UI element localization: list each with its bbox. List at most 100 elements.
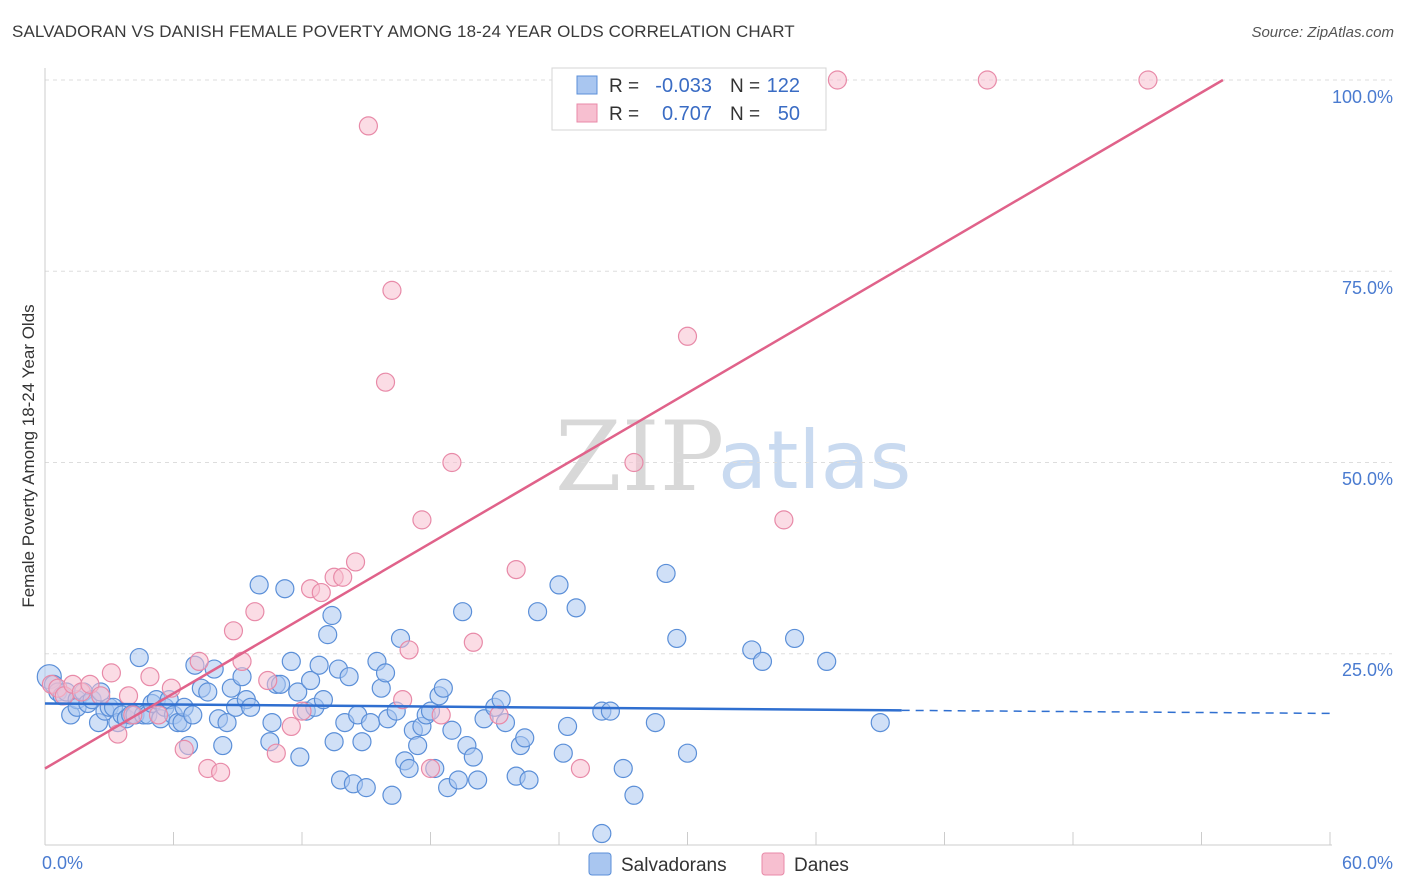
danish-point (311, 582, 331, 603)
legend-r-label-blue: R = (609, 76, 639, 97)
danish-point (148, 705, 169, 725)
danish-point (258, 670, 278, 691)
legend-n-value-pink: 50 (778, 103, 800, 125)
salvadoran-point (249, 575, 269, 595)
salvadoran-point (241, 697, 261, 717)
salvadoran-point (677, 743, 698, 763)
danish-point (570, 758, 591, 779)
salvadoran-point (382, 785, 402, 805)
legend-danes-label: Danes (794, 855, 849, 876)
legend-n-label-pink: N = (730, 104, 760, 125)
danish-point (223, 621, 244, 641)
salvadoran-point (433, 678, 453, 698)
salvadoran-point (442, 720, 462, 740)
danish-point (442, 452, 462, 473)
salvadoran-point (448, 770, 468, 790)
danish-point (245, 602, 265, 622)
y-axis-label: Female Poverty Among 18-24 Year Olds (19, 304, 38, 607)
legend-danes-swatch (761, 852, 785, 876)
series-danes (41, 70, 1158, 782)
salvadoran-point (515, 728, 535, 748)
salvadoran-point (667, 628, 687, 649)
gridlines (45, 79, 1392, 655)
danish-point (399, 640, 419, 660)
salvadoran-point (356, 778, 376, 798)
salvadoran-point (408, 735, 428, 756)
y-tick-label-50: 50.0% (1342, 469, 1393, 489)
danish-point (463, 632, 483, 652)
y-tick-label-25: 25.0% (1342, 660, 1393, 680)
legend-box (551, 67, 827, 131)
salvadoran-point (817, 651, 837, 672)
danish-point (174, 739, 194, 759)
danish-point (211, 762, 231, 782)
series-legend: Salvadorans Danes (588, 852, 849, 876)
salvadoran-point (324, 732, 344, 752)
salvadoran-point (592, 823, 612, 844)
salvadoran-trend-extension (901, 709, 1331, 715)
salvadoran-point (549, 575, 569, 595)
danish-point (412, 510, 432, 530)
salvadoran-point (281, 651, 301, 672)
salvadoran-point (129, 647, 149, 668)
salvadoran-point (613, 758, 633, 779)
danish-point (420, 758, 441, 779)
salvadoran-point (217, 712, 237, 733)
salvadoran-point (275, 579, 295, 599)
legend-r-value-blue: -0.033 (655, 75, 712, 97)
salvadoran-point (557, 716, 578, 737)
salvadoran-point (468, 770, 488, 790)
danish-point (382, 280, 402, 300)
salvadoran-point (288, 682, 308, 702)
danish-point (189, 651, 209, 672)
danish-point (108, 724, 128, 744)
salvadoran-point (553, 743, 573, 763)
salvadoran-point (527, 602, 548, 622)
danish-point (232, 651, 252, 672)
danish-point (281, 716, 301, 737)
salvadoran-trend-line (44, 702, 902, 712)
danish-point (977, 70, 997, 90)
salvadoran-point (463, 747, 483, 767)
stats-legend: R = -0.033 N = 122 R = 0.707 N = 50 (551, 67, 827, 131)
danish-point (489, 705, 509, 725)
danish-point (393, 690, 413, 710)
danish-trend-line (44, 78, 1224, 770)
danish-point (774, 510, 794, 530)
salvadoran-point (870, 712, 890, 733)
danish-point (1138, 70, 1158, 90)
salvadoran-point (645, 712, 665, 733)
chart-title: SALVADORAN VS DANISH FEMALE POVERTY AMON… (12, 22, 795, 41)
danish-point (375, 372, 396, 392)
legend-r-label-pink: R = (609, 104, 639, 125)
danish-point (118, 686, 139, 706)
salvadoran-point (519, 770, 539, 790)
danish-point (624, 452, 644, 473)
salvadoran-point (198, 682, 218, 702)
x-tick-marks (173, 832, 1331, 845)
legend-swatch-blue (576, 75, 598, 95)
danish-point (140, 667, 160, 687)
legend-n-label-blue: N = (730, 76, 760, 97)
x-tick-label-max: 60.0% (1342, 853, 1393, 873)
trend-lines (44, 78, 1331, 770)
legend-n-value-blue: 122 (767, 75, 800, 97)
salvadoran-point (360, 712, 381, 733)
chart-source: Source: ZipAtlas.com (1251, 24, 1394, 41)
salvadoran-point (322, 605, 342, 626)
watermark-atlas: atlas (718, 414, 911, 507)
danish-point (91, 686, 111, 706)
danish-point (677, 326, 698, 346)
salvadoran-point (213, 735, 233, 756)
salvadoran-point (183, 705, 203, 725)
danish-point (266, 743, 286, 763)
axes (44, 68, 1332, 846)
salvadoran-point (784, 628, 805, 649)
salvadoran-point (399, 758, 419, 779)
salvadoran-point (309, 655, 329, 675)
danish-point (506, 559, 526, 580)
x-tick-label-min: 0.0% (42, 853, 83, 873)
salvadoran-point (566, 598, 586, 618)
danish-point (431, 705, 451, 725)
